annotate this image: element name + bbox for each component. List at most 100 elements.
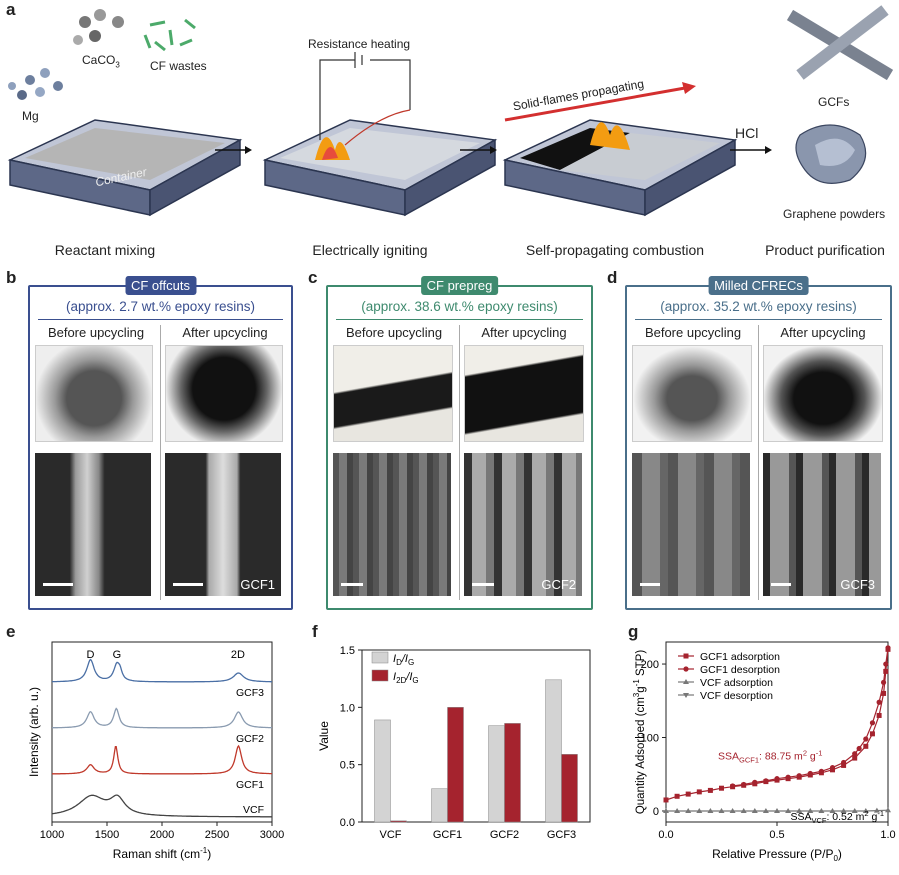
divider (160, 325, 161, 600)
bar (488, 725, 505, 823)
before-label: Before upcycling (47, 325, 145, 340)
y-tick-label: 1.0 (340, 702, 355, 714)
vcf-adsorption-point (707, 807, 714, 813)
gcf1-desorption-point (763, 778, 769, 784)
y-tick-label: 200 (641, 659, 659, 671)
arrow-right-icon (215, 146, 252, 154)
vcf-adsorption-point (851, 807, 858, 813)
after-photo (763, 345, 883, 442)
gcf1-adsorption-point (863, 743, 869, 749)
legend-label: ID/IG (393, 653, 414, 667)
panel-c-box: CF prepreg (approx. 38.6 wt.% epoxy resi… (326, 276, 593, 610)
vcf-adsorption-point (885, 807, 891, 813)
legend-swatch (371, 651, 389, 664)
x-tick-label: 1.0 (880, 829, 895, 841)
gcf1-adsorption-point (719, 785, 724, 791)
gcf1-desorption-point (730, 783, 736, 789)
scale-bar (341, 583, 363, 586)
after-photo (464, 345, 584, 442)
divider (758, 325, 759, 600)
gcf1-desorption-point (741, 781, 747, 788)
label-part: G (412, 676, 418, 685)
label-part: I (393, 653, 396, 665)
x-tick-label: 2500 (205, 829, 229, 841)
vcf-adsorption-point (829, 807, 836, 813)
vcf-adsorption-point (840, 807, 847, 813)
gcf1-desorption-point (818, 768, 824, 774)
gcf1-desorption-point (841, 759, 847, 766)
vcf-adsorption-point (796, 807, 803, 813)
legend-marker (683, 679, 689, 684)
vcf-adsorption-point (685, 807, 692, 813)
raman-series-line (52, 658, 272, 683)
label-part: GCF1 (739, 756, 759, 765)
sem-sample-label: GCF1 (240, 577, 275, 592)
label-part: STP) (635, 650, 647, 680)
x-tick-label: 0.5 (769, 829, 784, 841)
after-label: After upcycling (481, 325, 567, 340)
after-label: After upcycling (182, 325, 268, 340)
x-tick-label: GCF1 (433, 829, 462, 841)
x-tick-label: 0.0 (658, 829, 673, 841)
series-label: VCF (243, 804, 264, 816)
vcf-adsorption-point (807, 807, 814, 813)
scale-bar (43, 583, 73, 586)
label-part: Relative Pressure (P/P (712, 847, 833, 861)
panel-c-subtitle: (approx. 38.6 wt.% epoxy resins) (361, 299, 558, 314)
gcf1-adsorption-point (674, 793, 680, 799)
scale-bar (472, 583, 494, 586)
before-photo (632, 345, 752, 442)
label-part: -1 (200, 846, 208, 855)
x-tick-label: GCF2 (490, 829, 519, 841)
panel-a-label: a (6, 0, 16, 19)
divider (459, 325, 460, 600)
raman-series-line (52, 707, 272, 729)
gcf1-adsorption-point (876, 712, 882, 718)
vcf-adsorption-point (818, 807, 825, 813)
resistance-heating-label: Resistance heating (308, 37, 411, 51)
bar (504, 723, 521, 823)
x-tick-label: 1500 (95, 829, 119, 841)
stage-reactant-mixing: Reactant mixing (54, 242, 156, 258)
bar (561, 754, 578, 823)
panel-b-box: CF offcuts (approx. 2.7 wt.% epoxy resin… (28, 276, 293, 610)
before-label: Before upcycling (644, 325, 742, 340)
legend-label: VCF adsorption (700, 677, 773, 689)
gcf1-desorption-point (869, 720, 876, 726)
gcf1-adsorption-point (841, 762, 847, 768)
y-tick-label: 1.5 (340, 645, 355, 657)
caco3-sub: 3 (115, 60, 120, 70)
y-axis-label: Quantity Adsorbed (cm3g-1 STP) (632, 650, 647, 815)
scale-bar (173, 583, 203, 586)
mg-label: Mg (22, 109, 39, 123)
label-part: -1 (816, 749, 823, 758)
sem-sample-label: GCF2 (541, 577, 576, 592)
graphene-powders-icon (795, 124, 867, 184)
raman-series-line (51, 794, 272, 818)
divider (336, 319, 583, 320)
label-part: D (396, 658, 402, 667)
vcf-adsorption-point (674, 807, 681, 813)
gcf1-desorption-point (863, 736, 869, 742)
cf-wastes-label: CF wastes (150, 59, 207, 73)
after-sem-image: GCF2 (464, 453, 582, 596)
before-sem-image (333, 453, 451, 596)
graphene-powders-label: Graphene powders (783, 207, 886, 221)
divider (38, 319, 283, 320)
panel-g-label: g (628, 622, 639, 641)
after-sem-image: GCF3 (763, 453, 881, 596)
y-tick-label: 0.5 (340, 760, 355, 772)
legend-label: I2D/IG (393, 671, 419, 685)
raman-chart: 1000 1500 2000 2500 3000 Raman shift (cm-1) In… (27, 641, 284, 861)
label-part: VCF (811, 816, 826, 825)
label-part: ) (207, 847, 211, 861)
label-part: : 0.52 m (826, 811, 864, 823)
vcf-adsorption-point (740, 807, 747, 813)
panel-e-label: e (6, 622, 16, 641)
vcf-adsorption-point (663, 807, 669, 813)
before-photo (333, 345, 453, 442)
panel-d-subtitle: (approx. 35.2 wt.% epoxy resins) (660, 299, 857, 314)
y-tick-label: 0 (653, 806, 659, 818)
